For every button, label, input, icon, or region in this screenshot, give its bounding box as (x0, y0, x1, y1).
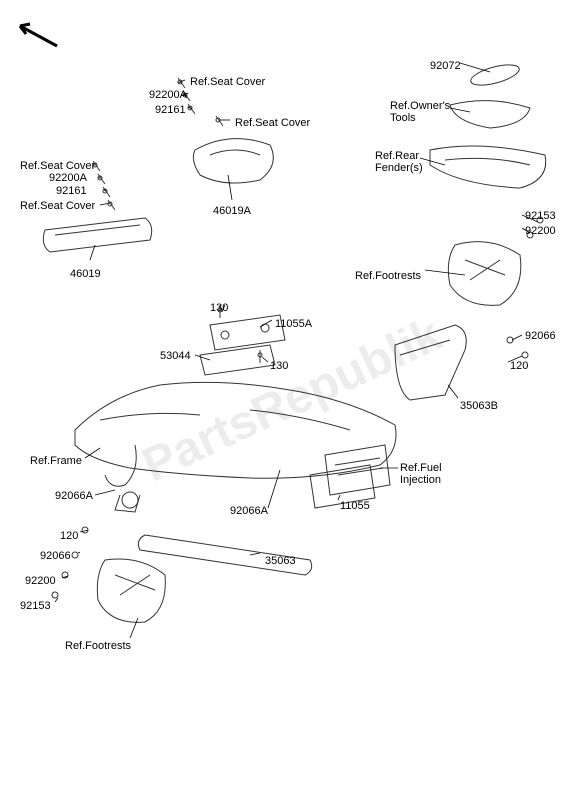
part-frame-main (75, 382, 396, 512)
label-part-92200a-1: 92200A (149, 89, 187, 101)
label-part-35063: 35063 (265, 555, 296, 567)
part-46019 (43, 218, 151, 252)
label-part-92200a-2: 92200A (49, 172, 87, 184)
label-part-92161-2: 92161 (56, 185, 87, 197)
label-part-46019a: 46019A (213, 205, 251, 217)
label-ref-seat-cover-4: Ref.Seat Cover (20, 200, 95, 212)
label-part-92200-2: 92200 (25, 575, 56, 587)
label-part-92066a-1: 92066A (55, 490, 93, 502)
label-ref-footrests-1: Ref.Footrests (355, 270, 421, 282)
leader-lines (55, 63, 538, 638)
reference-arrow (12, 18, 62, 53)
label-ref-seat-cover-3: Ref.Seat Cover (20, 160, 95, 172)
label-ref-owners-tools: Ref.Owner'sTools (390, 100, 450, 124)
part-stay-35063b (395, 325, 528, 400)
label-part-53044: 53044 (160, 350, 191, 362)
label-part-46019: 46019 (70, 268, 101, 280)
label-ref-rear-fender: Ref.RearFender(s) (375, 150, 423, 174)
label-part-11055: 11055 (340, 500, 370, 512)
label-part-11055a: 11055A (275, 318, 312, 330)
label-part-92161-1: 92161 (155, 104, 186, 116)
label-part-92153-2: 92153 (20, 600, 51, 612)
label-part-92066a-2: 92066A (230, 505, 268, 517)
label-part-92066-2: 92066 (40, 550, 71, 562)
part-band-92072 (469, 61, 521, 89)
label-ref-fuel-injection: Ref.FuelInjection (400, 462, 442, 486)
label-part-92066-1: 92066 (525, 330, 556, 342)
label-part-130-1: 130 (210, 302, 228, 314)
part-owners-tools (450, 101, 530, 128)
part-rear-fender (430, 146, 546, 188)
label-ref-seat-cover-2: Ref.Seat Cover (235, 117, 310, 129)
label-part-120-2: 120 (60, 530, 78, 542)
part-46019a-handle (193, 139, 273, 183)
label-part-120-1: 120 (510, 360, 528, 372)
label-part-35063b: 35063B (460, 400, 498, 412)
label-ref-frame: Ref.Frame (30, 455, 82, 467)
label-part-92072: 92072 (430, 60, 461, 72)
part-53044 (200, 345, 275, 375)
label-part-92200-1: 92200 (525, 225, 556, 237)
label-part-130-2: 130 (270, 360, 288, 372)
label-ref-footrests-2: Ref.Footrests (65, 640, 131, 652)
part-screws-left (93, 161, 115, 210)
label-ref-seat-cover-1: Ref.Seat Cover (190, 76, 265, 88)
part-bracket-11055a (210, 315, 285, 350)
label-part-92153-1: 92153 (525, 210, 556, 222)
